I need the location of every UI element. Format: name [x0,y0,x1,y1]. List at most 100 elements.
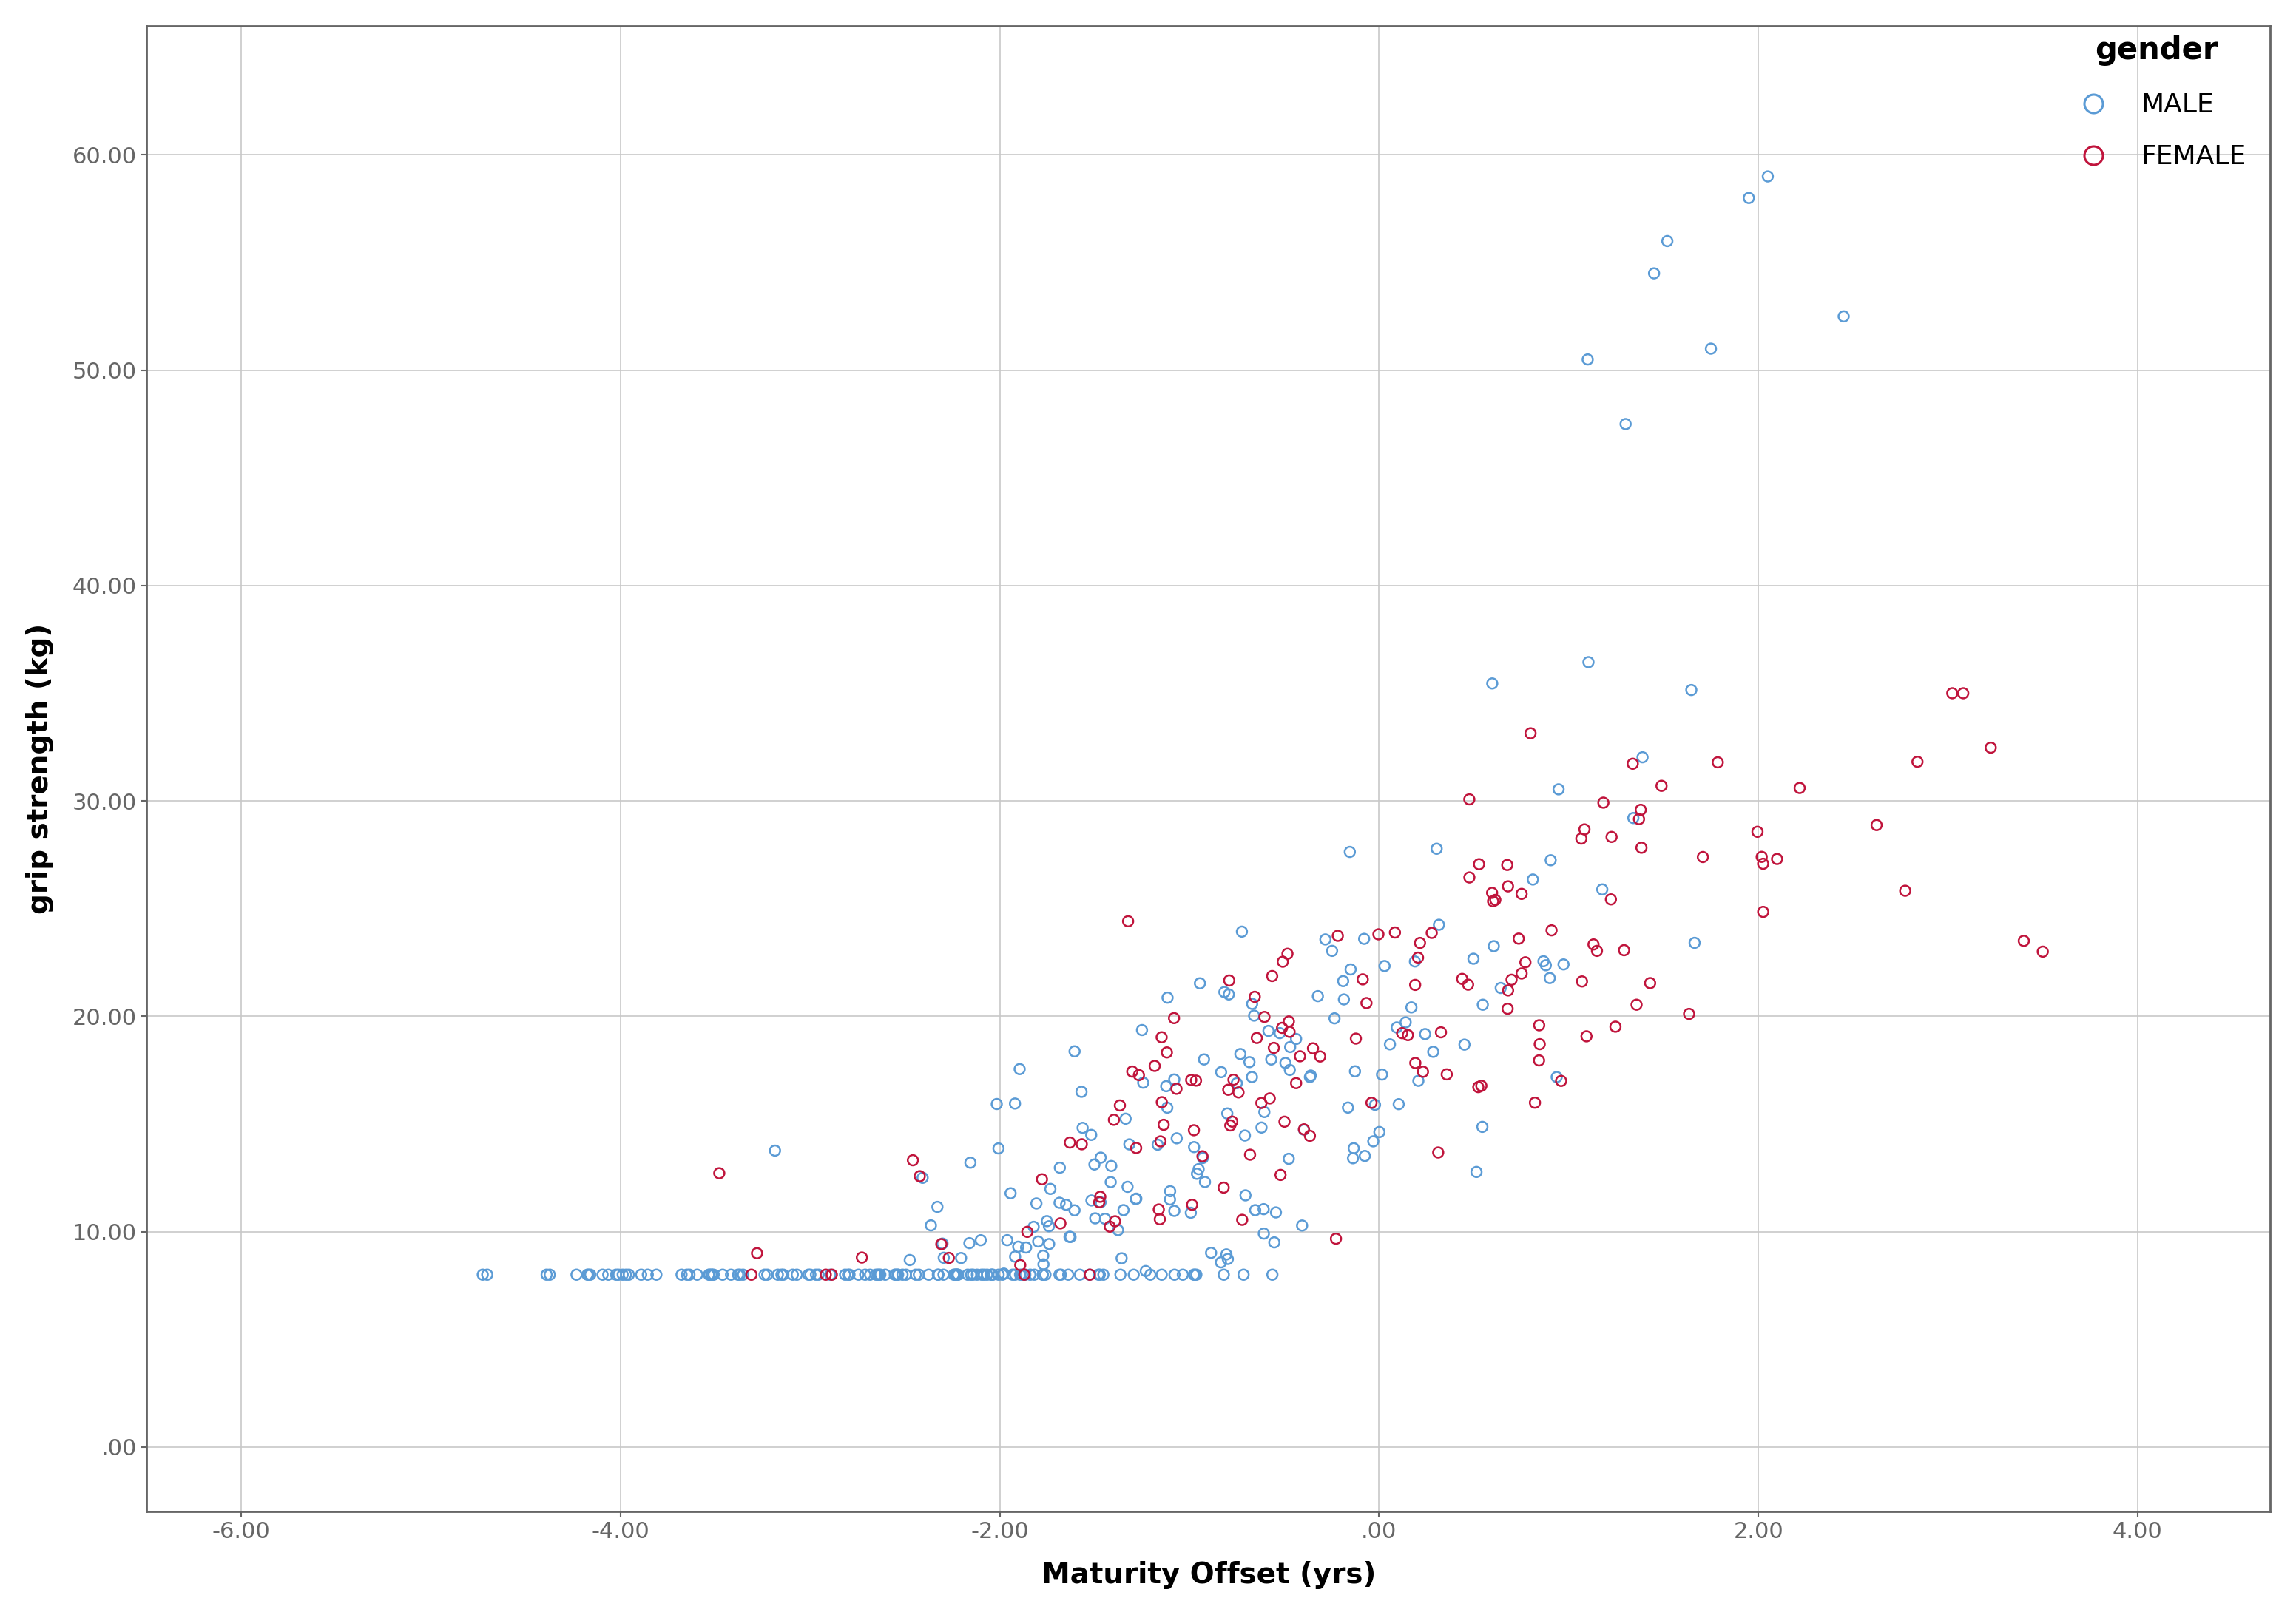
Y-axis label: grip strength (kg): grip strength (kg) [25,623,53,914]
Point [1024,1252,1061,1277]
Point [1300,984,1336,1009]
Point [1029,1208,1065,1234]
Point [1024,1261,1061,1287]
Point [1219,1079,1256,1105]
Point [1270,1008,1306,1034]
Point [1052,1224,1088,1250]
Point [992,1181,1029,1206]
Point [1366,953,1403,979]
Point [1506,950,1543,975]
Point [1394,995,1430,1021]
Point [1001,1252,1038,1277]
Point [1352,1090,1389,1116]
Legend: MALE, FEMALE: MALE, FEMALE [2055,24,2257,181]
Point [1619,992,1655,1017]
Point [1254,1047,1290,1072]
Point [1176,1134,1212,1160]
Point [1359,922,1396,948]
Point [1104,1245,1141,1271]
Point [1109,1174,1146,1200]
Point [1139,1132,1176,1158]
Point [1042,1261,1079,1287]
Point [1024,1244,1061,1269]
Point [939,1261,976,1287]
Point [1072,1122,1109,1148]
Point [664,1261,700,1287]
Point [1205,1174,1242,1200]
Point [1605,937,1642,963]
Point [1460,851,1497,877]
Point [1899,749,1936,775]
Point [1205,979,1242,1005]
Point [1247,1005,1283,1030]
Point [974,1261,1010,1287]
Point [955,1261,992,1287]
Point [1671,1001,1708,1027]
Point [1389,1022,1426,1048]
Point [1120,1063,1157,1089]
Point [1231,1050,1267,1076]
Point [590,1261,627,1287]
Point [1102,1092,1139,1118]
Point [1345,1143,1382,1169]
Point [978,1092,1015,1118]
Point [1270,1147,1306,1172]
Point [1015,1214,1052,1240]
Point [1348,990,1384,1016]
Point [758,1137,794,1163]
Point [1483,975,1520,1001]
Point [1006,1261,1042,1287]
Point [530,1261,567,1287]
Point [1492,967,1529,993]
Point [1564,825,1600,851]
Point [569,1261,606,1287]
Point [1081,1184,1118,1210]
Point [1017,1190,1054,1216]
Point [1116,1261,1153,1287]
Point [898,1261,934,1287]
Point [1336,1135,1373,1161]
Point [1221,1042,1258,1068]
Point [1256,1035,1293,1061]
Point [1750,163,1786,189]
Point [774,1261,810,1287]
Point [1118,1185,1155,1211]
Point [693,1261,730,1287]
Point [572,1261,608,1287]
Point [1490,996,1527,1022]
Point [1042,1211,1079,1237]
Point [1396,1050,1433,1076]
Point [974,1261,1010,1287]
Point [1079,1261,1116,1287]
Point [1242,1090,1279,1116]
Point [1091,1214,1127,1240]
Point [1515,867,1552,893]
Point [937,1261,974,1287]
Point [1387,1009,1424,1035]
Point [1178,1261,1215,1287]
Point [1143,1261,1180,1287]
Point [2004,929,2041,954]
Point [1456,946,1492,972]
Point [1052,1129,1088,1155]
Point [762,1261,799,1287]
Point [1272,1019,1309,1045]
Point [1109,908,1146,933]
Point [1281,1043,1318,1069]
Point [1056,1038,1093,1064]
Point [1210,1077,1247,1103]
Point [1093,1169,1130,1195]
Point [909,1261,946,1287]
Point [1008,1261,1045,1287]
Point [827,1261,863,1287]
Point [1302,1043,1339,1069]
Point [1474,888,1511,914]
Point [1173,1200,1210,1226]
Point [1141,1197,1178,1223]
Point [1570,649,1607,675]
Point [1081,1189,1118,1214]
Point [1644,774,1681,799]
Point [918,1261,955,1287]
Point [912,1213,948,1239]
Point [1371,1032,1407,1058]
